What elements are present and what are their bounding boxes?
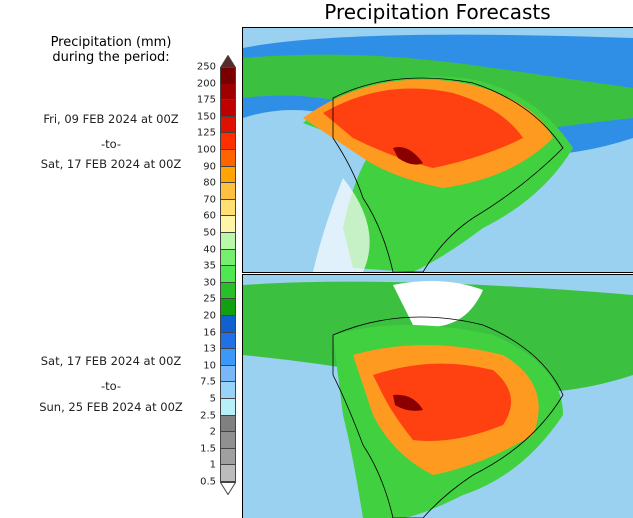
colorbar-tick-label: 90 <box>203 161 216 173</box>
colorbar-band <box>220 249 236 267</box>
colorbar-tick-label: 1 <box>209 459 216 471</box>
period-1-separator: -to- <box>100 137 122 151</box>
precipitation-map-1 <box>243 28 633 272</box>
colorbar-band <box>220 216 236 233</box>
colorbar-tick-label: 13 <box>203 343 216 355</box>
colorbar-band <box>220 382 236 399</box>
colorbar-tick-label: 5 <box>209 393 216 405</box>
colorbar-band <box>220 465 236 482</box>
period-2-start: Sat, 17 FEB 2024 at 00Z <box>40 354 182 368</box>
colorbar-band <box>220 83 236 101</box>
period-1-end: Sat, 17 FEB 2024 at 00Z <box>40 157 182 171</box>
colorbar-band <box>220 233 236 250</box>
colorbar-tick-label: 100 <box>196 144 216 156</box>
colorbar-band <box>220 365 236 383</box>
colorbar-tick-label: 40 <box>203 244 216 256</box>
colorbar-band <box>220 166 236 184</box>
colorbar-tick-label: 30 <box>203 277 216 289</box>
colorbar-band <box>220 349 236 366</box>
precipitation-map-2 <box>243 275 633 518</box>
colorbar-band <box>220 67 236 85</box>
colorbar-tick-label: 2 <box>209 426 216 438</box>
colorbar-tick-label: 0.5 <box>200 476 216 488</box>
colorbar-band <box>220 299 236 316</box>
colorbar-tick-label: 35 <box>203 260 216 272</box>
colorbar-band <box>220 332 236 350</box>
colorbar-tick-label: 70 <box>203 194 216 206</box>
legend-heading: Precipitation (mm) during the period: <box>0 35 222 65</box>
figure-title: Precipitation Forecasts <box>324 0 551 24</box>
map-panel-period-2 <box>242 274 633 518</box>
colorbar-tick-label: 175 <box>196 94 216 106</box>
colorbar-tick-label: 10 <box>203 360 216 372</box>
map-panel-period-1 <box>242 27 633 273</box>
colorbar-band <box>220 116 236 134</box>
colorbar-tick-label: 2.5 <box>200 410 216 422</box>
period-2-end: Sun, 25 FEB 2024 at 00Z <box>39 400 183 414</box>
colorbar-tick-label: 25 <box>203 293 216 305</box>
colorbar-under-triangle <box>220 482 236 495</box>
colorbar-tick-label: 20 <box>203 310 216 322</box>
colorbar-tick-label: 150 <box>196 111 216 123</box>
colorbar-tick-label: 16 <box>203 327 216 339</box>
colorbar-band <box>220 100 236 117</box>
colorbar-band <box>220 316 236 333</box>
colorbar-band <box>220 415 236 433</box>
colorbar-band <box>220 150 236 167</box>
colorbar-tick-label: 125 <box>196 127 216 139</box>
colorbar-tick-label: 50 <box>203 227 216 239</box>
colorbar-tick-label: 1.5 <box>200 443 216 455</box>
colorbar-band <box>220 282 236 300</box>
colorbar-tick-label: 250 <box>196 61 216 73</box>
colorbar-band <box>220 199 236 217</box>
colorbar-band <box>220 432 236 449</box>
colorbar-band <box>220 448 236 466</box>
period-1-start: Fri, 09 FEB 2024 at 00Z <box>43 112 179 126</box>
colorbar-tick-label: 7.5 <box>200 376 216 388</box>
legend-heading-line1: Precipitation (mm) <box>50 35 172 50</box>
colorbar-tick-label: 200 <box>196 78 216 90</box>
period-2-separator: -to- <box>100 379 122 393</box>
colorbar-tick-label: 60 <box>203 210 216 222</box>
colorbar-band <box>220 266 236 283</box>
colorbar-tick-label: 80 <box>203 177 216 189</box>
colorbar-band <box>220 183 236 200</box>
colorbar-band <box>220 133 236 150</box>
legend-heading-line2: during the period: <box>52 50 170 65</box>
colorbar-band <box>220 399 236 416</box>
